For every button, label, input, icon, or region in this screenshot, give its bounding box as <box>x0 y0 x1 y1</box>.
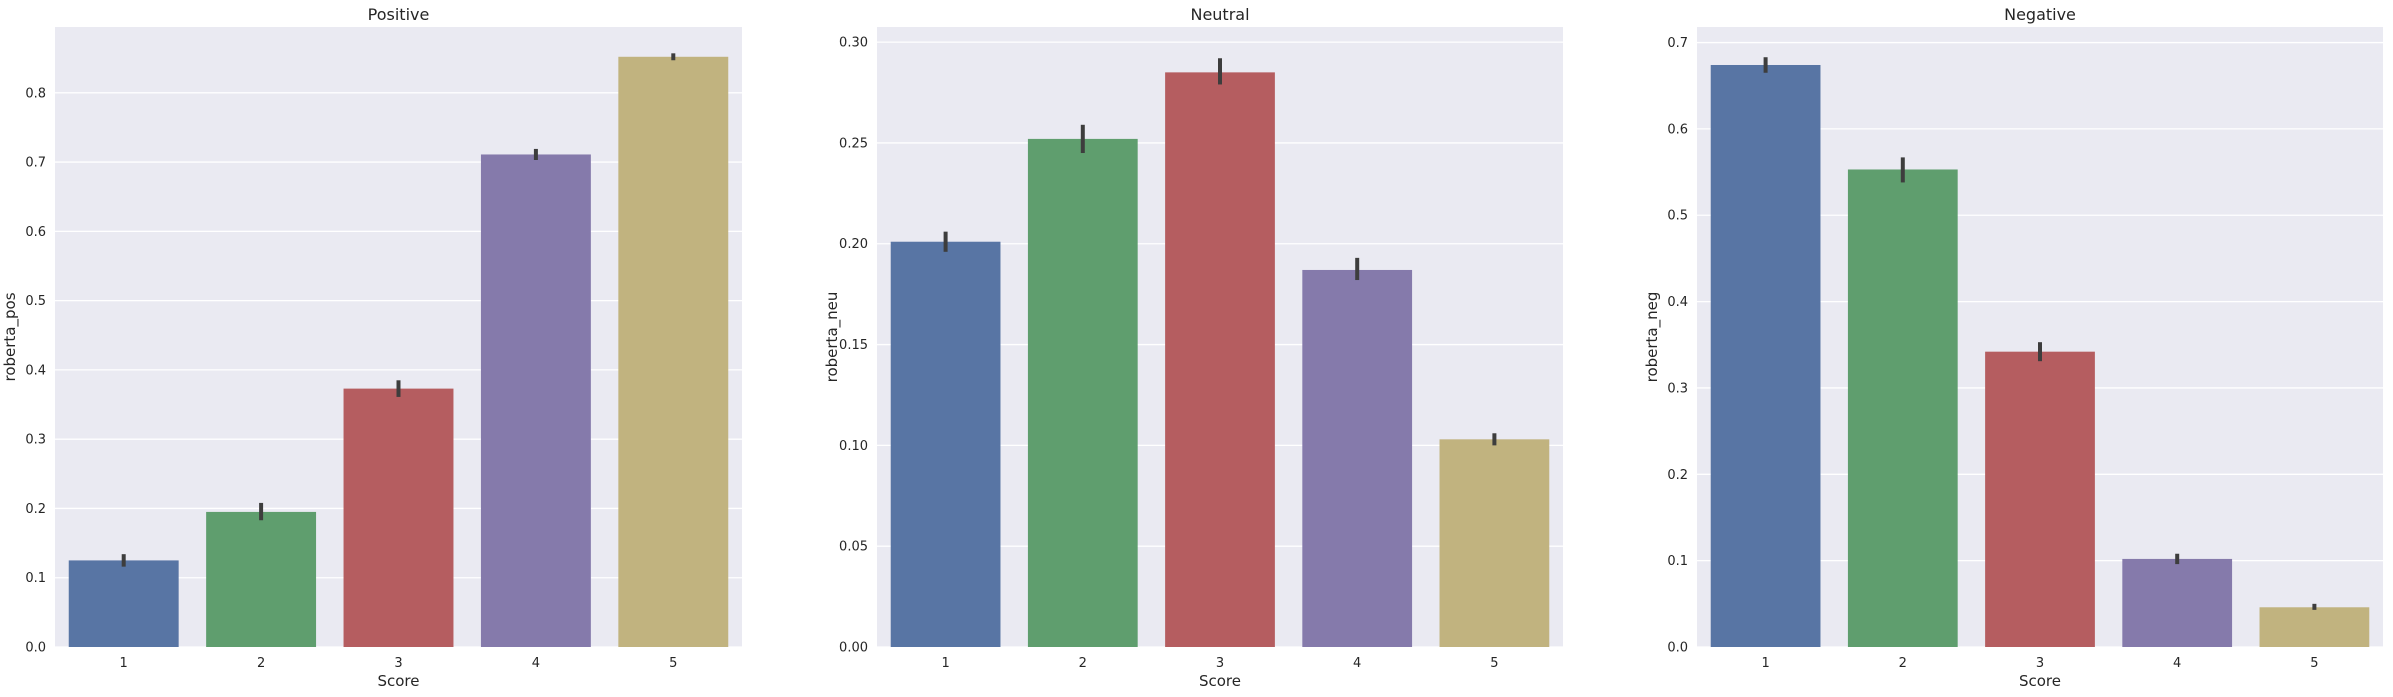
bar-score-3 <box>1165 72 1275 648</box>
x-tick-label: 5 <box>2310 656 2318 671</box>
x-tick-label: 3 <box>394 656 402 671</box>
chart-panel-3: 0.0 0.1 0.2 0.3 0.4 0.5 0.6 0.7 1 2 3 4 5 Negative Sco… <box>1643 5 2383 690</box>
bar-score-5 <box>618 56 729 647</box>
bar-score-4 <box>1302 269 1413 647</box>
x-tick-label: 1 <box>120 656 128 671</box>
y-tick-label: 0.10 <box>839 439 868 454</box>
bar-score-1 <box>68 560 179 647</box>
y-tick-label: 0.6 <box>1667 122 1688 137</box>
x-tick-label: 2 <box>1899 656 1907 671</box>
x-tick-label: 1 <box>941 656 949 671</box>
bar-score-4 <box>2122 558 2233 647</box>
y-axis-label: roberta_neu <box>823 292 842 383</box>
bar-score-4 <box>480 154 591 647</box>
y-tick-label: 0.30 <box>839 36 868 51</box>
x-axis-label: Score <box>2019 672 2061 690</box>
chart-panel-2: 0.00 0.05 0.10 0.15 0.20 0.25 0.30 1 2 3 4 5 Neutral… <box>823 5 1563 690</box>
y-tick-label: 0.1 <box>1667 554 1688 569</box>
y-tick-label: 0.7 <box>1667 36 1688 51</box>
y-tick-label: 0.3 <box>1667 381 1688 396</box>
y-tick-label: 0.05 <box>839 540 868 555</box>
y-tick-label: 0.3 <box>25 433 46 448</box>
chart-title: Positive <box>368 5 430 24</box>
chart-panel-1: 0.0 0.1 0.2 0.3 0.4 0.5 0.6 0.7 0.8 1 2 3 4 5 Positive… <box>1 5 742 690</box>
chart-title: Negative <box>2004 5 2076 24</box>
y-tick-label: 0.0 <box>1667 641 1688 656</box>
x-tick-label: 2 <box>1079 656 1087 671</box>
y-tick-label: 0.0 <box>25 641 46 656</box>
y-tick-label: 0.6 <box>25 225 46 240</box>
x-tick-label: 3 <box>2036 656 2044 671</box>
x-tick-label: 1 <box>1761 656 1769 671</box>
y-tick-label: 0.4 <box>25 363 46 378</box>
y-tick-label: 0.2 <box>25 502 46 517</box>
bar-score-3 <box>343 388 454 647</box>
x-tick-label: 3 <box>1216 656 1224 671</box>
x-tick-label: 2 <box>257 656 265 671</box>
bar-score-3 <box>1985 351 2095 647</box>
y-tick-label: 0.8 <box>25 86 46 101</box>
bar-score-2 <box>206 511 317 647</box>
y-tick-label: 0.25 <box>839 136 868 151</box>
x-axis-label: Score <box>1199 672 1241 690</box>
bar-score-2 <box>1027 138 1138 647</box>
y-tick-label: 0.5 <box>25 294 46 309</box>
x-tick-label: 4 <box>2173 656 2181 671</box>
y-tick-label: 0.1 <box>25 571 46 586</box>
bar-score-1 <box>890 241 1001 648</box>
x-tick-label: 5 <box>669 656 677 671</box>
bar-score-1 <box>1710 64 1821 647</box>
y-axis-label: roberta_pos <box>1 292 20 381</box>
chart-title: Neutral <box>1190 5 1249 24</box>
y-tick-label: 0.20 <box>839 237 868 252</box>
x-tick-label: 4 <box>1353 656 1361 671</box>
x-tick-label: 5 <box>1490 656 1498 671</box>
y-tick-label: 0.4 <box>1667 295 1688 310</box>
y-tick-label: 0.2 <box>1667 468 1688 483</box>
bar-score-5 <box>2259 607 2370 647</box>
bar-score-5 <box>1439 439 1550 647</box>
y-axis-label: roberta_neg <box>1643 292 1662 383</box>
x-axis-label: Score <box>377 672 419 690</box>
y-tick-label: 0.7 <box>25 156 46 171</box>
y-tick-label: 0.5 <box>1667 209 1688 224</box>
bar-score-2 <box>1847 169 1958 647</box>
y-tick-label: 0.15 <box>839 338 868 353</box>
x-tick-label: 4 <box>532 656 540 671</box>
y-tick-label: 0.00 <box>839 641 868 656</box>
